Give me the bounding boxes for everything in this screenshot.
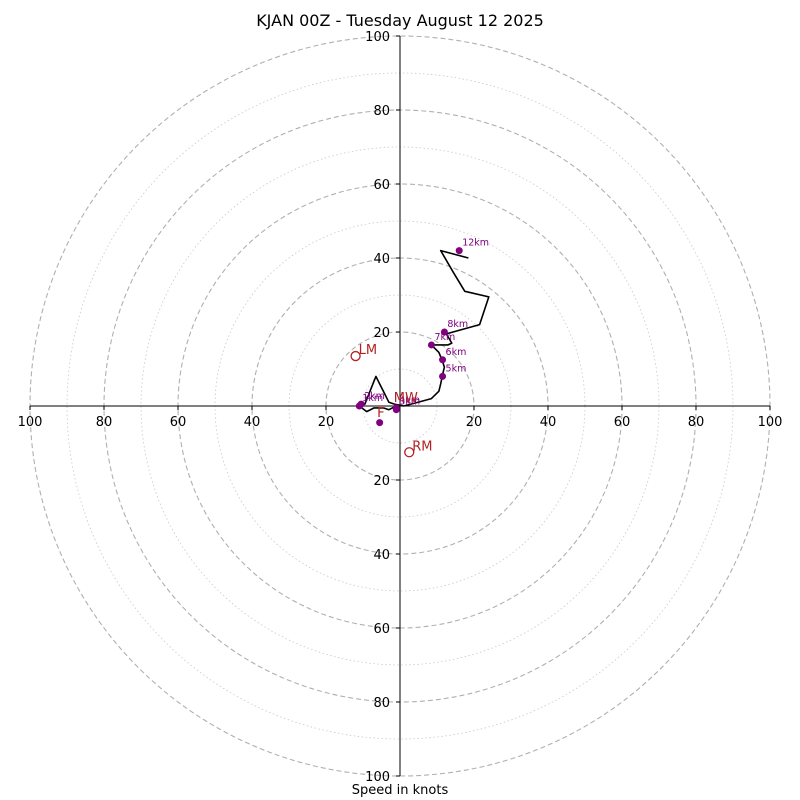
height-point [439,356,447,364]
storm-motion-circle [350,350,361,362]
x-tick-label: 80 [96,415,113,430]
height-point [440,328,448,336]
storm-motion-circle [404,447,415,458]
x-tick-label: 60 [170,415,187,430]
storm-motion-label: RM [412,439,432,454]
storm-motion-label: MW [394,391,418,406]
y-tick-label: 80 [373,104,390,119]
height-point-label: 5km [446,363,467,374]
height-point [357,400,365,408]
height-point-label: 12km [462,238,489,249]
height-point-label: 6km [446,347,467,358]
height-point [392,404,400,412]
tick-labels: 100 100 80 80 60 60 40 40 20 20 20 20 40 40 60 60 80 80 10… [18,30,783,785]
y-tick-label: 100 [365,770,390,785]
y-tick-label: 100 [365,30,390,45]
chart-title: KJAN 00Z - Tuesday August 12 2025 [256,11,544,30]
x-tick-label: 40 [244,415,261,430]
storm-motion-markers: LM RM MW F [350,343,433,458]
height-point [427,341,435,349]
x-tick-label: 100 [18,415,43,430]
x-tick-label: 20 [466,415,483,430]
height-point-label: 2km [364,391,385,402]
height-point-label: 7km [434,332,455,343]
y-tick-label: 20 [373,474,390,489]
y-tick-label: 80 [373,696,390,711]
height-point [455,247,463,255]
height-point [376,419,384,427]
storm-motion-label: LM [359,343,377,358]
x-axis-label: Speed in knots [351,783,449,798]
y-tick-label: 60 [373,178,390,193]
height-point-label: 1km [362,393,383,404]
y-tick-label: 40 [373,548,390,563]
x-tick-label: 100 [758,415,783,430]
x-tick-label: 20 [318,415,335,430]
height-point-label: 4km [399,395,420,406]
x-tick-label: 80 [688,415,705,430]
x-tick-label: 40 [540,415,557,430]
height-point-label: 8km [447,319,468,330]
x-tick-label: 60 [614,415,631,430]
y-tick-label: 60 [373,622,390,637]
height-point [439,372,447,380]
y-tick-label: 20 [373,326,390,341]
storm-motion-label: F [377,406,384,421]
height-point-label: 3km [399,397,420,408]
y-tick-label: 40 [373,252,390,267]
